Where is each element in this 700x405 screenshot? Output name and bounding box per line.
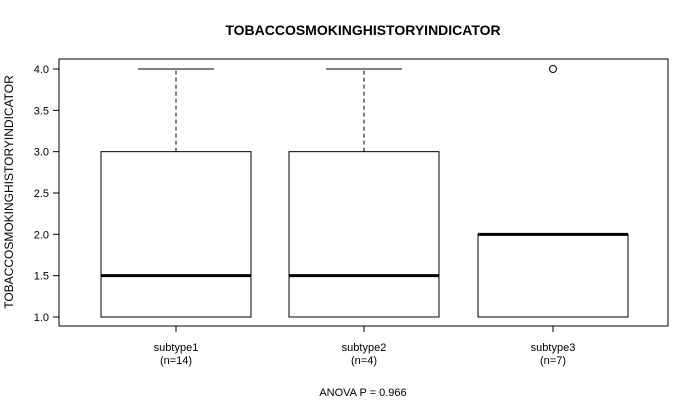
outlier-point — [549, 65, 557, 73]
y-tick-label: 4.0 — [34, 64, 49, 76]
x-tick-label: subtype1 — [154, 342, 199, 354]
y-tick-label: 3.0 — [34, 147, 49, 159]
y-tick-label: 1.0 — [34, 312, 49, 324]
y-tick-label: 1.5 — [34, 271, 49, 283]
y-tick-label: 2.0 — [34, 229, 49, 241]
y-axis: 1.0 1.5 2.0 2.5 3.0 3.5 4.0 — [34, 64, 60, 324]
box-series — [100, 65, 629, 318]
y-tick-label: 3.5 — [34, 105, 49, 117]
x-tick-count-label: (n=7) — [540, 355, 566, 367]
x-tick-count-label: (n=4) — [351, 355, 377, 367]
box-subtype2 — [288, 68, 440, 318]
anova-p-label: ANOVA P = 0.966 — [319, 387, 406, 399]
box-iqr — [288, 151, 440, 318]
y-axis-label: TOBACCOSMOKINGHISTORYINDICATOR — [2, 75, 16, 309]
box-iqr — [100, 151, 252, 318]
y-tick-label: 2.5 — [34, 188, 49, 200]
box-subtype3 — [477, 65, 629, 318]
x-tick-label: subtype2 — [342, 342, 387, 354]
chart-title: TOBACCOSMOKINGHISTORYINDICATOR — [225, 22, 500, 38]
x-axis: subtype1(n=14) subtype2(n=4) subtype3(n=7) — [154, 325, 576, 367]
x-tick-label: subtype3 — [531, 342, 576, 354]
x-tick-count-label: (n=14) — [160, 355, 192, 367]
box-iqr — [477, 233, 629, 318]
box-subtype1 — [100, 68, 252, 318]
